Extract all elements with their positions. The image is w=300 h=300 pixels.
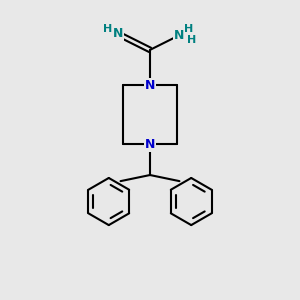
Text: H: H xyxy=(103,24,112,34)
Text: N: N xyxy=(145,138,155,151)
Text: H: H xyxy=(184,24,193,34)
Text: H: H xyxy=(187,34,196,45)
Text: N: N xyxy=(174,29,184,42)
Text: N: N xyxy=(145,79,155,92)
Text: N: N xyxy=(112,27,123,40)
